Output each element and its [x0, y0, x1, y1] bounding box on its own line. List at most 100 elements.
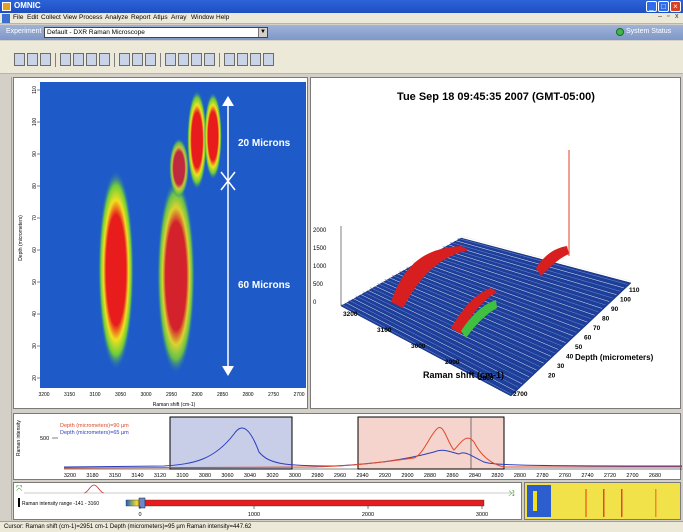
zoom-icon[interactable]	[178, 53, 189, 66]
experiment-label: Experiment	[6, 28, 42, 35]
display-limits-icon[interactable]	[165, 53, 176, 66]
expand-icon[interactable]: ⤧	[16, 484, 23, 493]
contour-band-2950-top	[169, 138, 189, 198]
color-scale-bar[interactable]	[125, 499, 485, 507]
maximize-button[interactable]: □	[658, 1, 669, 12]
toolbar-divider	[219, 53, 220, 67]
depth-tick: 100	[620, 297, 631, 304]
menu-atlus[interactable]: Atlµs	[153, 14, 168, 21]
contour-y-tick: 30	[32, 343, 38, 349]
mdi-close-icon[interactable]: x	[675, 13, 679, 20]
spectrum-x-tick: 3060	[221, 473, 233, 479]
save-icon[interactable]	[27, 53, 38, 66]
menu-file[interactable]: File	[13, 14, 24, 21]
intensity-range-text: Raman intensity range -141 - 3160	[22, 501, 99, 507]
system-status-label[interactable]: System Status	[626, 28, 672, 35]
paste-icon[interactable]	[86, 53, 97, 66]
video-icon[interactable]	[145, 53, 156, 66]
menu-edit[interactable]: Edit	[27, 14, 39, 21]
menu-help[interactable]: Help	[216, 14, 230, 21]
menu-analyze[interactable]: Analyze	[105, 14, 129, 21]
waterfall-spectrum-line	[399, 270, 570, 340]
contour-x-tick: 2950	[166, 392, 177, 398]
spectrum-x-tick: 2880	[424, 473, 436, 479]
waterfall-peak-3050	[391, 246, 469, 308]
spectrum-x-tick: 3080	[199, 473, 211, 479]
mdi-restore-icon[interactable]: ▫	[667, 13, 670, 20]
spectrum-x-tick: 2840	[469, 473, 481, 479]
report-icon[interactable]	[224, 53, 235, 66]
spectrum-x-tick: 2780	[536, 473, 548, 479]
arrow-up-icon	[222, 96, 234, 106]
spectrum-x-tick: 2900	[401, 473, 413, 479]
contour-x-tick: 2700	[293, 392, 304, 398]
color-scale-thumb[interactable]	[138, 497, 146, 509]
preview-band	[533, 491, 537, 511]
menu-array[interactable]: Array	[171, 14, 187, 21]
contour-map[interactable]: 20 Microns 60 Microns 110 100 90 80 70 60 50 40…	[14, 78, 309, 410]
waterfall-spectrum-line	[439, 248, 610, 302]
library-icon[interactable]	[204, 53, 215, 66]
spectrum-x-tick: 2760	[559, 473, 571, 479]
range-handle-left[interactable]	[18, 498, 20, 507]
raman-shift-tick: 2900	[445, 359, 460, 366]
z-tick: 1500	[313, 246, 327, 252]
contour-y-tick: 70	[32, 215, 38, 221]
waterfall-spectrum-line	[428, 254, 599, 313]
collect-background-icon[interactable]	[132, 53, 143, 66]
waterfall-peak-green	[461, 300, 497, 338]
spectrum-x-tick: 2700	[626, 473, 638, 479]
contour-map-panel[interactable]: 20 Microns 60 Microns 110 100 90 80 70 60 50 40…	[13, 77, 308, 409]
menu-window[interactable]: Window	[191, 14, 215, 21]
spectrum-plot[interactable]: Raman intensity 500 Depth (micrometers)=…	[14, 414, 683, 481]
experiment-select[interactable]: Default - DXR Raman Microscope ▼	[44, 27, 268, 38]
system-status-icon[interactable]	[616, 28, 624, 36]
contour-y-axis: 110 100 90 80 70 60 50 40 30 20	[32, 86, 40, 381]
collect-sample-icon[interactable]	[119, 53, 130, 66]
intensity-slider[interactable]: ⤧ ⤨ Raman intensity range -141 - 3160 0 1…	[14, 483, 523, 521]
color-scale-tick: 2000	[362, 512, 374, 518]
menu-report[interactable]: Report	[131, 14, 151, 21]
waterfall-spectrum-line	[359, 293, 530, 378]
menu-collect[interactable]: Collect	[41, 14, 61, 21]
menu-bar: File Edit Collect View Process Analyze R…	[0, 13, 683, 24]
mdi-minimize-icon[interactable]: –	[658, 13, 662, 20]
cut-icon[interactable]	[60, 53, 71, 66]
waterfall-spectrum-line	[431, 252, 602, 309]
chevron-down-icon[interactable]: ▼	[258, 28, 267, 37]
copy-icon[interactable]	[73, 53, 84, 66]
menu-process[interactable]: Process	[79, 14, 103, 21]
contour-band-3050	[98, 170, 134, 370]
close-button[interactable]: ×	[670, 1, 681, 12]
minimize-button[interactable]: _	[646, 1, 657, 12]
selection-region-left[interactable]	[169, 416, 293, 470]
intensity-slider-panel[interactable]: ⤧ ⤨ Raman intensity range -141 - 3160 0 1…	[13, 482, 522, 520]
search-icon[interactable]	[191, 53, 202, 66]
spectrum-x-tick: 3000	[289, 473, 301, 479]
raman-shift-axis-ticks: 3200 3100 3000 2900 2800 2700	[343, 311, 528, 398]
contour-y-tick: 50	[32, 279, 38, 285]
print-icon[interactable]	[40, 53, 51, 66]
waterfall-spectrum-line	[362, 291, 533, 374]
map-icon[interactable]	[237, 53, 248, 66]
divider-x-icon	[220, 171, 236, 191]
waterfall-spectrum-line	[402, 268, 573, 337]
map-preview-thumbnail[interactable]	[524, 482, 681, 520]
waterfall-3d-panel[interactable]: Tue Sep 18 09:45:35 2007 (GMT-05:00) 200…	[310, 77, 681, 409]
raman-shift-tick: 2800	[479, 375, 494, 382]
depth-tick: 20	[548, 373, 556, 380]
raman-shift-tick: 3200	[343, 311, 358, 318]
spectrum-x-tick: 3120	[154, 473, 166, 479]
preview-image	[525, 483, 680, 519]
menu-view[interactable]: View	[63, 14, 77, 21]
open-icon[interactable]	[14, 53, 25, 66]
help-icon[interactable]	[263, 53, 274, 66]
depth-tick: 90	[611, 306, 619, 313]
contour-x-axis: 3200 3150 3100 3050 3000 2950 2900 2850 2800 2750…	[38, 392, 304, 398]
waterfall-spectrum-line	[355, 295, 526, 381]
collapse-icon[interactable]: ⤨	[508, 489, 515, 498]
profile-icon[interactable]	[250, 53, 261, 66]
spectrum-panel[interactable]: Raman intensity 500 Depth (micrometers)=…	[13, 413, 683, 481]
waterfall-3d-plot[interactable]: Tue Sep 18 09:45:35 2007 (GMT-05:00) 200…	[311, 78, 682, 410]
undo-icon[interactable]	[99, 53, 110, 66]
